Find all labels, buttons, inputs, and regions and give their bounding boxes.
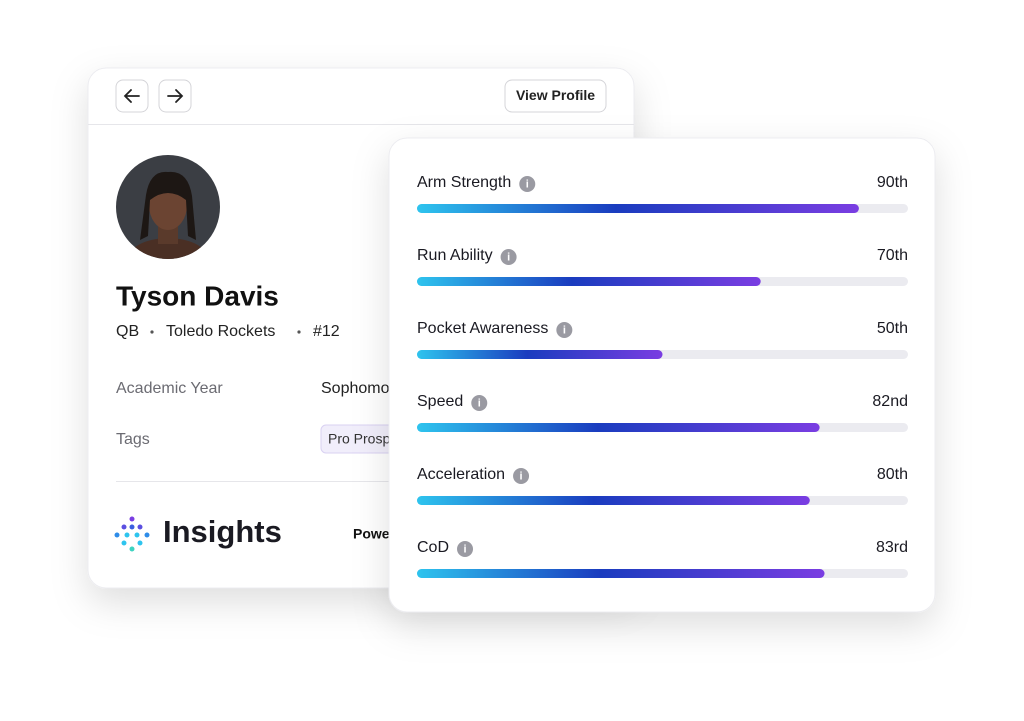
team: Toledo Rockets	[166, 323, 275, 340]
info-icon[interactable]	[500, 249, 517, 265]
info-glyph: i	[526, 178, 529, 190]
info-glyph: i	[520, 470, 523, 482]
back-icon	[123, 89, 140, 103]
separator	[297, 330, 301, 334]
metric-value: 50th	[877, 320, 908, 337]
bar-fill	[417, 569, 825, 578]
bar-fill	[417, 350, 663, 359]
metric-value: 80th	[877, 466, 908, 483]
info-icon[interactable]	[457, 541, 474, 557]
metric-value: 90th	[877, 174, 908, 191]
info-icon[interactable]	[471, 395, 488, 411]
info-glyph: i	[507, 251, 510, 263]
info-glyph: i	[478, 397, 481, 409]
view-profile-button[interactable]	[504, 79, 607, 113]
field-value: Sophomore	[321, 380, 404, 397]
info-glyph: i	[463, 543, 466, 555]
metric-label: Speed	[417, 393, 463, 410]
button-label: View Profile	[516, 87, 595, 103]
metric-value: 82nd	[872, 393, 908, 410]
metric-label: Pocket Awareness	[417, 320, 548, 337]
info-glyph: i	[563, 324, 566, 336]
bar-fill	[417, 496, 810, 505]
insights-title: Insights	[163, 514, 282, 549]
card-bg	[388, 137, 936, 613]
bar-fill	[417, 423, 820, 432]
position: QB	[116, 323, 139, 340]
metrics-card: Arm Strength i 90th Run Ability i 70th Pocket …	[388, 137, 936, 613]
field-label: Tags	[116, 431, 150, 448]
metric-label: Acceleration	[417, 466, 505, 483]
avatar	[116, 155, 220, 259]
metric-label: Run Ability	[417, 247, 493, 264]
info-icon[interactable]	[519, 176, 536, 192]
field-label: Academic Year	[116, 380, 223, 397]
metric-label: Arm Strength	[417, 174, 511, 191]
separator	[150, 330, 154, 334]
metric-value: 83rd	[876, 539, 908, 556]
jersey-number: #12	[313, 323, 340, 340]
info-icon[interactable]	[556, 322, 573, 338]
forward-icon	[167, 89, 184, 103]
bar-fill	[417, 204, 859, 213]
info-icon[interactable]	[513, 468, 530, 484]
player-name: Tyson Davis	[116, 280, 279, 311]
insights-logo	[114, 516, 150, 552]
metric-value: 70th	[877, 247, 908, 264]
metric-label: CoD	[417, 539, 449, 556]
bar-fill	[417, 277, 761, 286]
